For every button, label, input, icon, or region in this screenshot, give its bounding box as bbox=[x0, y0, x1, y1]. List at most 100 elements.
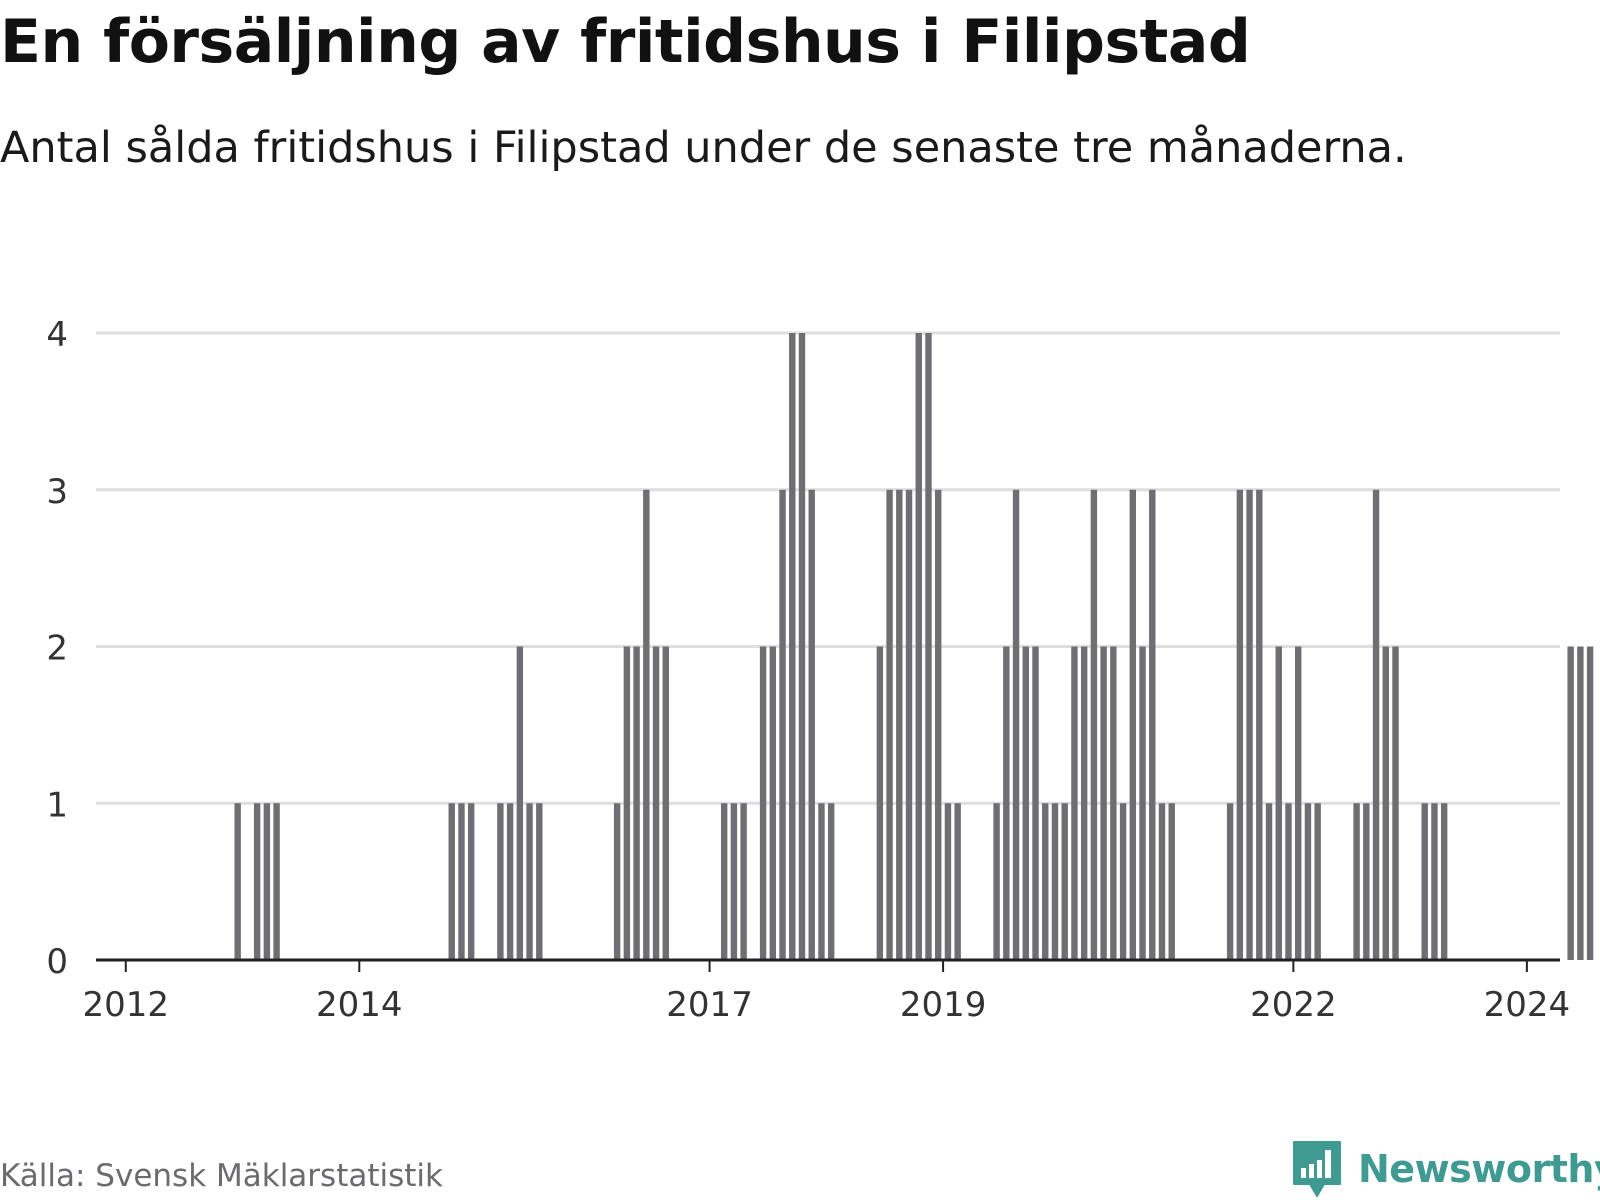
bar bbox=[798, 333, 806, 960]
bar bbox=[1012, 489, 1020, 960]
bar bbox=[789, 333, 796, 960]
bar bbox=[1236, 489, 1244, 960]
bar bbox=[1577, 646, 1584, 960]
bar bbox=[263, 803, 271, 960]
source-note: Källa: Svensk Mäklarstatistik bbox=[0, 1158, 443, 1194]
bar bbox=[1440, 803, 1448, 960]
y-tick-label: 3 bbox=[46, 472, 68, 512]
x-tick-label: 2017 bbox=[666, 985, 753, 1025]
bar bbox=[925, 333, 932, 960]
bar bbox=[720, 803, 728, 960]
x-tick-label: 2012 bbox=[83, 985, 170, 1025]
bar bbox=[1100, 646, 1107, 960]
bar bbox=[516, 646, 524, 960]
bar bbox=[526, 803, 533, 960]
bar bbox=[1149, 489, 1156, 960]
bar bbox=[993, 803, 1000, 960]
bar bbox=[1129, 489, 1137, 960]
bar bbox=[935, 489, 942, 960]
bar bbox=[458, 803, 465, 960]
bar bbox=[1421, 803, 1428, 960]
brand-name: Newsworthy bbox=[1358, 1147, 1600, 1191]
bar bbox=[954, 803, 961, 960]
bar bbox=[1110, 646, 1117, 960]
bar bbox=[915, 333, 922, 960]
x-tick-label: 2024 bbox=[1484, 985, 1571, 1025]
bar bbox=[1032, 646, 1039, 960]
y-tick-label: 1 bbox=[46, 785, 68, 825]
gridlines bbox=[96, 331, 1560, 805]
x-tick-label: 2014 bbox=[316, 985, 403, 1025]
bar bbox=[1042, 803, 1049, 960]
y-axis-ticks: 0 1 2 3 4 bbox=[46, 315, 68, 982]
bar bbox=[536, 803, 543, 960]
bar bbox=[652, 646, 660, 960]
bar-chart: 0 1 2 3 4 2012 2014 2017 2019 2022 2024 1 bbox=[46, 315, 1594, 1025]
bar bbox=[759, 646, 767, 960]
bar bbox=[905, 489, 913, 960]
x-tick-label: 2022 bbox=[1250, 985, 1337, 1025]
bar bbox=[633, 646, 640, 960]
bar bbox=[1080, 646, 1088, 960]
bar bbox=[730, 803, 738, 960]
bar bbox=[876, 646, 884, 960]
bar bbox=[506, 803, 514, 960]
bar bbox=[1022, 646, 1029, 960]
bar bbox=[1586, 646, 1594, 960]
bar bbox=[623, 646, 631, 960]
bar bbox=[1158, 803, 1166, 960]
bar bbox=[1226, 803, 1234, 960]
bar bbox=[896, 489, 903, 960]
bar bbox=[1392, 646, 1399, 960]
bar bbox=[1003, 646, 1010, 960]
bar bbox=[944, 803, 952, 960]
bar bbox=[827, 803, 835, 960]
bars bbox=[234, 333, 1594, 960]
bar bbox=[662, 646, 669, 960]
bar bbox=[1431, 803, 1438, 960]
bar bbox=[613, 803, 621, 960]
chart-subtitle: Antal sålda fritidshus i Filipstad under… bbox=[0, 123, 1407, 173]
bar bbox=[1275, 646, 1282, 960]
bar bbox=[1567, 646, 1574, 960]
bar bbox=[1090, 489, 1098, 960]
bar bbox=[467, 803, 475, 960]
bar bbox=[1051, 803, 1059, 960]
bar bbox=[818, 803, 825, 960]
newsworthy-logo-icon bbox=[1293, 1141, 1341, 1197]
bar bbox=[1061, 803, 1068, 960]
bar bbox=[740, 803, 747, 960]
bar bbox=[1119, 803, 1127, 960]
bar bbox=[1256, 489, 1263, 960]
bar bbox=[1353, 803, 1360, 960]
y-tick-label: 2 bbox=[46, 629, 68, 669]
bar bbox=[1363, 803, 1370, 960]
bar bbox=[1295, 646, 1302, 960]
bar bbox=[1168, 803, 1175, 960]
bar bbox=[643, 489, 650, 960]
bar bbox=[1139, 646, 1146, 960]
bar bbox=[1071, 646, 1078, 960]
x-tick-label: 2019 bbox=[900, 985, 987, 1025]
x-axis-ticks: 2012 2014 2017 2019 2022 2024 bbox=[83, 960, 1571, 1025]
bar bbox=[1372, 489, 1380, 960]
bar bbox=[1304, 803, 1312, 960]
bar bbox=[769, 646, 777, 960]
bar bbox=[808, 489, 815, 960]
bar bbox=[779, 489, 786, 960]
bar bbox=[1314, 803, 1321, 960]
y-tick-label: 0 bbox=[46, 942, 68, 982]
bar bbox=[253, 803, 261, 960]
bar bbox=[234, 803, 241, 960]
y-tick-label: 4 bbox=[46, 315, 68, 355]
newsworthy-logo: Newsworthy bbox=[1290, 1138, 1600, 1200]
bar bbox=[273, 803, 280, 960]
bar bbox=[1265, 803, 1273, 960]
bar bbox=[448, 803, 455, 960]
bar bbox=[1285, 803, 1292, 960]
bar bbox=[1382, 646, 1389, 960]
bar bbox=[497, 803, 504, 960]
bar bbox=[886, 489, 893, 960]
bar bbox=[1246, 489, 1253, 960]
chart-title: En försäljning av fritidshus i Filipstad bbox=[0, 7, 1251, 77]
